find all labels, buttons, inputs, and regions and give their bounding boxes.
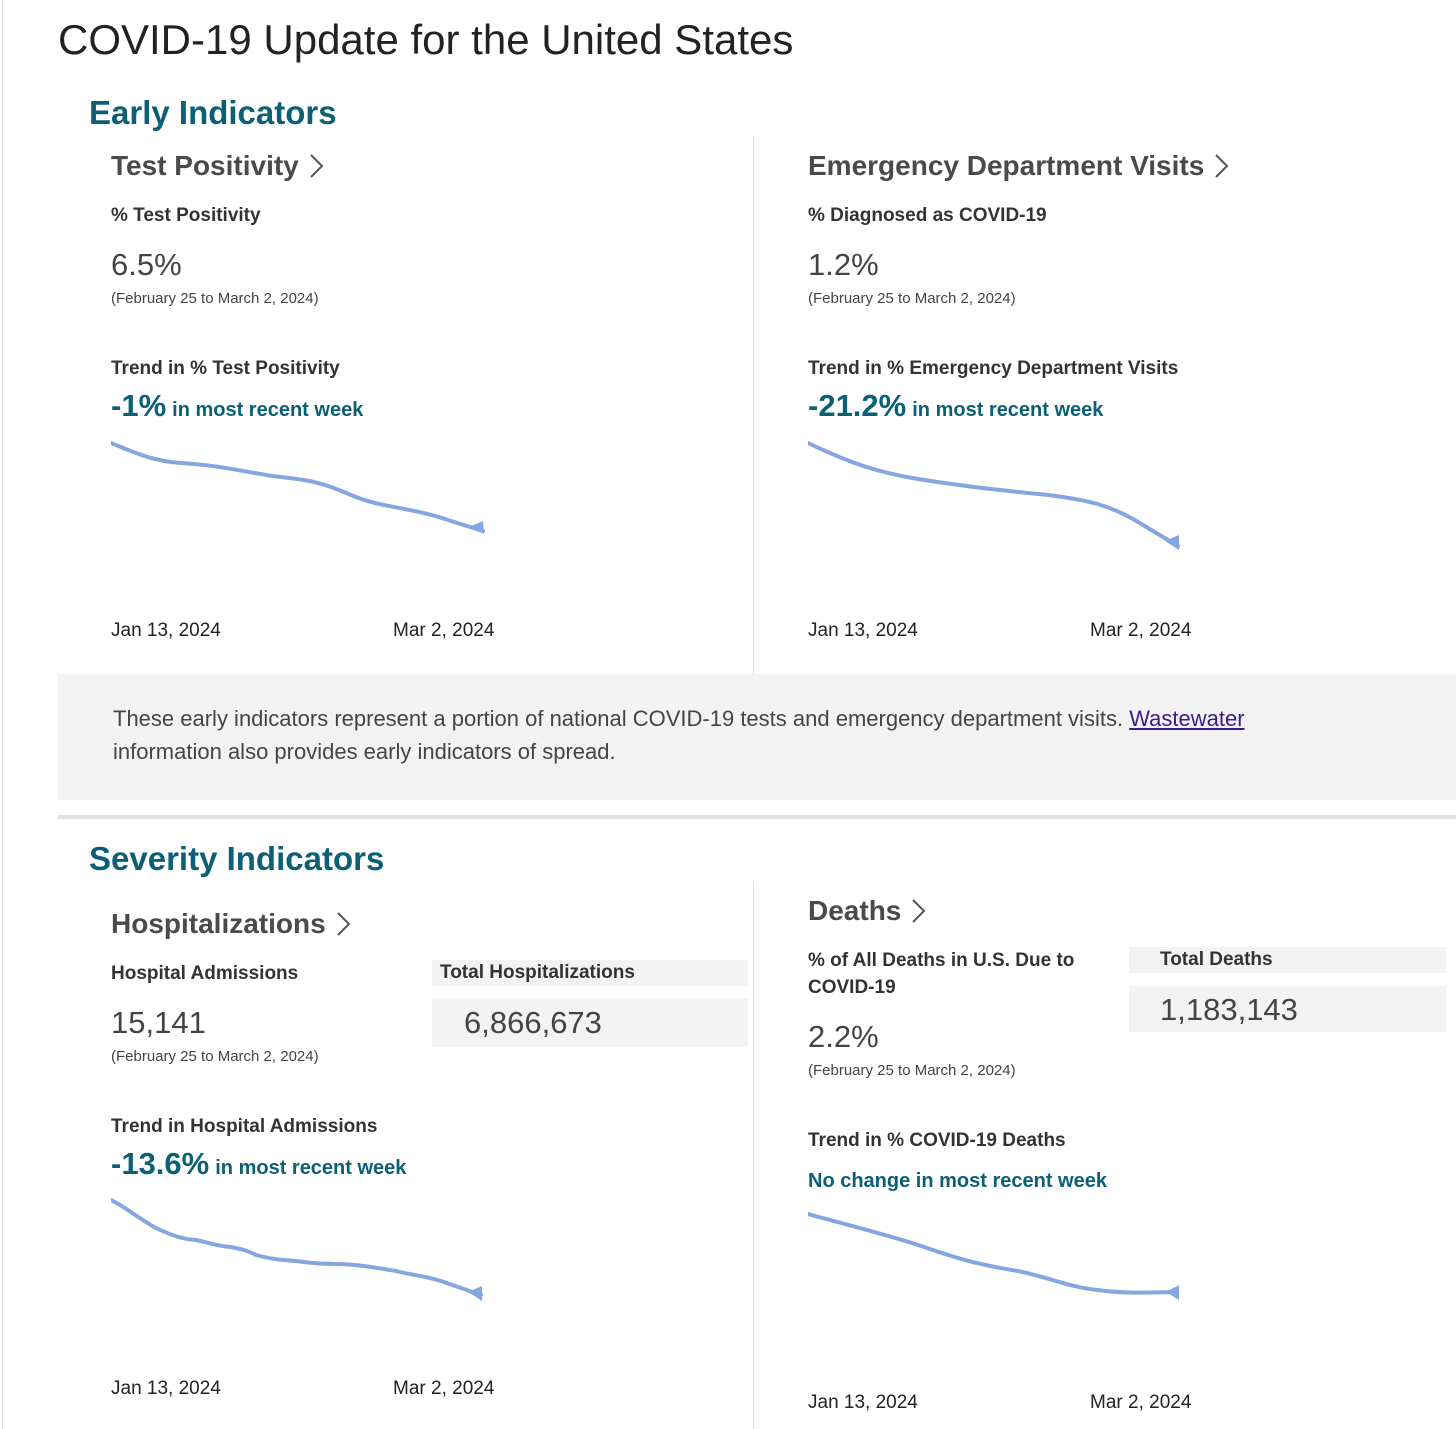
total-hospitalizations-value: 6,866,673 <box>432 999 748 1047</box>
metric-label: Hospital Admissions <box>111 963 299 984</box>
metric-value: 15,141 <box>111 1005 206 1040</box>
sparkline-chart <box>808 1212 1179 1300</box>
hospitalizations-link[interactable]: Hospitalizations <box>111 908 354 940</box>
chevron-right-icon <box>912 899 926 923</box>
metric-label: % Diagnosed as COVID-19 <box>808 205 1047 226</box>
chevron-right-icon <box>310 154 324 178</box>
deaths-link[interactable]: Deaths <box>808 895 929 927</box>
x-axis-end: Mar 2, 2024 <box>1090 1392 1192 1413</box>
sparkline-chart <box>111 441 485 534</box>
trend-label: Trend in Hospital Admissions <box>111 1116 378 1137</box>
trend-suffix: in most recent week <box>172 399 364 421</box>
early-indicators-heading: Early Indicators <box>89 94 337 131</box>
test-positivity-card: Test Positivity % Test Positivity 6.5% (… <box>111 150 731 660</box>
total-deaths-value: 1,183,143 <box>1129 986 1446 1032</box>
sparkline-arrow-icon <box>1165 535 1179 550</box>
x-axis-start: Jan 13, 2024 <box>111 620 221 641</box>
x-axis-start: Jan 13, 2024 <box>808 620 918 641</box>
total-hospitalizations-label: Total Hospitalizations <box>432 960 748 986</box>
sparkline-arrow-icon <box>469 521 484 534</box>
x-axis-end: Mar 2, 2024 <box>393 1378 495 1399</box>
trend-change: -21.2% in most recent week <box>808 388 1103 424</box>
severity-indicators-heading: Severity Indicators <box>89 840 385 877</box>
metric-label: % of All Deaths in U.S. Due to COVID-19 <box>808 950 1075 998</box>
page-title: COVID-19 Update for the United States <box>58 16 794 63</box>
metric-label: % Test Positivity <box>111 205 261 226</box>
note-body: These early indicators represent a porti… <box>113 706 1124 731</box>
total-deaths-label: Total Deaths <box>1129 947 1446 973</box>
deaths-title: Deaths <box>808 895 902 926</box>
trend-label: Trend in % Test Positivity <box>111 358 340 379</box>
x-axis-start: Jan 13, 2024 <box>808 1392 918 1413</box>
trend-label: Trend in % Emergency Department Visits <box>808 358 1179 379</box>
date-range: (February 25 to March 2, 2024) <box>808 290 1016 307</box>
x-axis-end: Mar 2, 2024 <box>393 620 495 641</box>
date-range: (February 25 to March 2, 2024) <box>808 1062 1016 1079</box>
column-divider <box>753 882 754 1429</box>
ed-visits-title: Emergency Department Visits <box>808 150 1205 181</box>
deaths-card: Deaths % of All Deaths in U.S. Due to CO… <box>808 895 1448 1425</box>
note-text: These early indicators represent a porti… <box>113 702 1353 768</box>
trend-label: Trend in % COVID-19 Deaths <box>808 1130 1066 1151</box>
test-positivity-link[interactable]: Test Positivity <box>111 150 327 182</box>
metric-value: 6.5% <box>111 247 182 282</box>
trend-change-text: No change in most recent week <box>808 1170 1107 1192</box>
trend-percent: -21.2% <box>808 388 907 423</box>
trend-change: -1% in most recent week <box>111 388 363 424</box>
early-indicators-note: These early indicators represent a porti… <box>58 674 1456 800</box>
trend-suffix: in most recent week <box>215 1157 407 1179</box>
sparkline-chart <box>808 441 1180 550</box>
sparkline-arrow-icon <box>1166 1285 1179 1300</box>
trend-suffix: in most recent week <box>912 399 1104 421</box>
trend-change: -13.6% in most recent week <box>111 1146 406 1182</box>
date-range: (February 25 to March 2, 2024) <box>111 290 319 307</box>
section-separator <box>58 815 1456 819</box>
wastewater-link[interactable]: Wastewater <box>1129 706 1245 731</box>
chevron-right-icon <box>336 912 351 936</box>
column-divider <box>753 136 754 674</box>
ed-visits-card: Emergency Department Visits % Diagnosed … <box>808 150 1428 660</box>
hospitalizations-title: Hospitalizations <box>111 908 326 939</box>
x-axis-end: Mar 2, 2024 <box>1090 620 1192 641</box>
metric-value: 1.2% <box>808 247 879 282</box>
test-positivity-title: Test Positivity <box>111 150 299 181</box>
hospitalizations-card: Hospitalizations Hospital Admissions 15,… <box>111 908 751 1418</box>
trend-percent: -13.6% <box>111 1146 210 1181</box>
note-body-tail: information also provides early indicato… <box>113 739 616 764</box>
trend-percent: -1% <box>111 388 167 423</box>
date-range: (February 25 to March 2, 2024) <box>111 1048 319 1065</box>
chevron-right-icon <box>1215 154 1229 178</box>
x-axis-start: Jan 13, 2024 <box>111 1378 221 1399</box>
metric-value: 2.2% <box>808 1019 879 1054</box>
left-border <box>2 0 3 1429</box>
sparkline-arrow-icon <box>468 1286 482 1301</box>
ed-visits-link[interactable]: Emergency Department Visits <box>808 150 1232 182</box>
sparkline-chart <box>111 1198 483 1301</box>
